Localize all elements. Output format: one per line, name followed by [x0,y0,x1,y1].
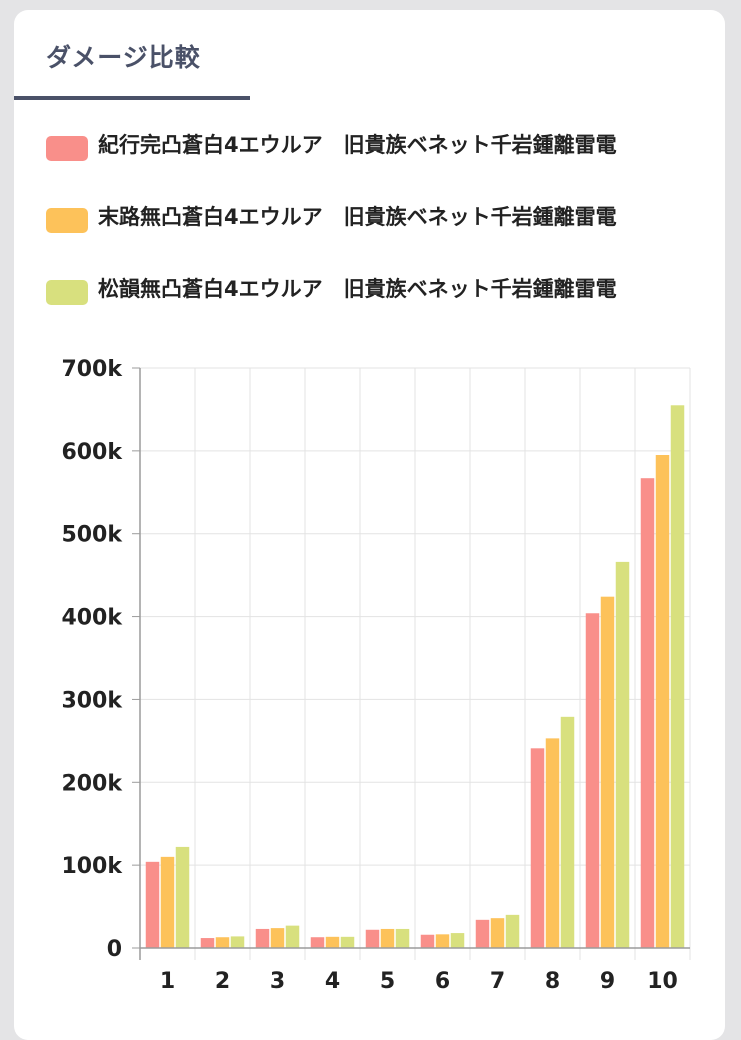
bar [615,561,630,948]
legend-swatch-1 [46,136,88,161]
x-tick-label: 4 [325,969,340,994]
legend-swatch-3 [46,280,88,305]
y-tick-label: 700k [61,357,123,382]
bar [395,928,410,948]
bar [505,914,520,948]
bar [420,934,435,948]
y-tick-label: 400k [61,606,123,631]
bar [230,936,245,948]
y-tick-label: 600k [61,440,123,465]
x-tick-label: 9 [600,969,615,994]
bar [490,918,505,948]
bar [325,936,340,948]
title-underline [14,96,250,100]
bar [655,455,670,948]
y-tick-label: 0 [107,937,122,962]
x-tick-label: 8 [545,969,560,994]
bar [270,928,285,948]
y-tick-label: 300k [61,688,123,713]
legend-item-1[interactable]: 紀行完凸蒼白4エウルア 旧貴族ベネット千岩鍾離雷電 [46,132,676,204]
bar [380,928,395,948]
bar [475,919,490,948]
bar [145,861,160,948]
x-tick-label: 1 [160,969,175,994]
y-tick-label: 200k [61,771,123,796]
bar [310,937,325,948]
legend-label-1: 紀行完凸蒼白4エウルア 旧貴族ベネット千岩鍾離雷電 [98,133,617,157]
bar [530,748,545,948]
x-tick-label: 3 [270,969,285,994]
bar [600,596,615,948]
bar [560,716,575,948]
bar [160,856,175,948]
bar [585,613,600,948]
x-tick-label: 2 [215,969,230,994]
bar [450,933,465,948]
chart-legend: 紀行完凸蒼白4エウルア 旧貴族ベネット千岩鍾離雷電 末路無凸蒼白4エウルア 旧貴… [46,132,676,348]
x-tick-label: 7 [490,969,505,994]
legend-item-2[interactable]: 末路無凸蒼白4エウルア 旧貴族ベネット千岩鍾離雷電 [46,204,676,276]
x-tick-label: 10 [647,969,678,994]
x-tick-label: 6 [435,969,450,994]
y-tick-label: 100k [61,854,123,879]
bar [255,928,270,948]
legend-label-2: 末路無凸蒼白4エウルア 旧貴族ベネット千岩鍾離雷電 [98,205,617,229]
bar [365,929,380,948]
bar [285,925,300,948]
chart-card: ダメージ比較 [14,10,725,1040]
legend-label-3: 松韻無凸蒼白4エウルア 旧貴族ベネット千岩鍾離雷電 [98,277,617,301]
bar [435,934,450,948]
legend-swatch-2 [46,208,88,233]
y-tick-label: 500k [61,523,123,548]
bar [340,936,355,948]
page-title: ダメージ比較 [46,43,201,72]
bar [200,938,215,948]
bar [215,937,230,948]
bar [175,846,190,948]
bar [670,405,685,948]
bar [545,738,560,948]
bar [640,478,655,948]
legend-item-3[interactable]: 松韻無凸蒼白4エウルア 旧貴族ベネット千岩鍾離雷電 [46,276,676,348]
x-tick-label: 5 [380,969,395,994]
